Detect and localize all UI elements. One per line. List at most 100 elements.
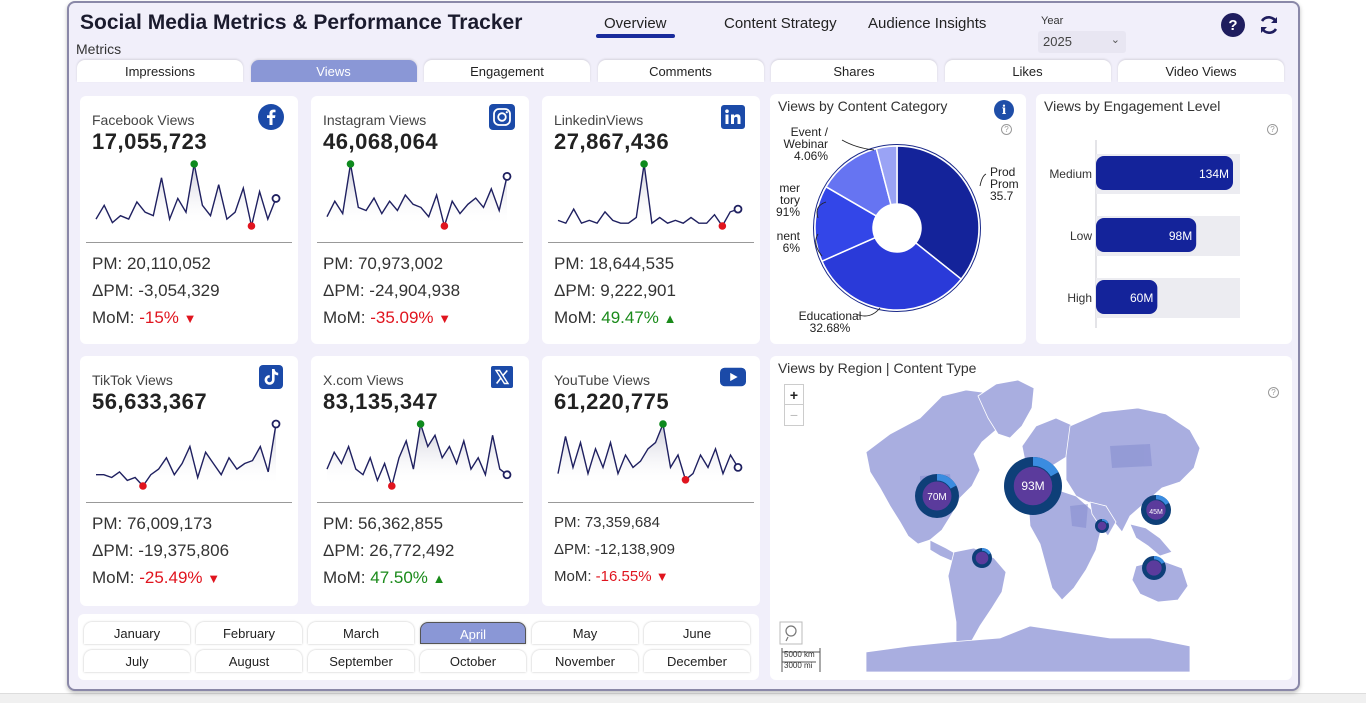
month-slicer: January February March April May June July Augu…: [78, 614, 759, 680]
donut-slice-entertainment[interactable]: [814, 185, 878, 263]
metric-tab-views[interactable]: Views: [250, 60, 417, 82]
sparkline-line: [326, 423, 508, 489]
zoom-out-button[interactable]: −: [789, 407, 799, 423]
zoom-in-button[interactable]: +: [785, 385, 803, 405]
month-april[interactable]: April: [420, 622, 526, 644]
month-june[interactable]: June: [644, 622, 750, 644]
sparkline-min-marker: [440, 222, 449, 230]
kpi-mom: MoM: -35.09% ▼: [323, 308, 451, 328]
kpi-value: 17,055,723: [92, 129, 208, 154]
engagement-category-label: Low: [1070, 229, 1092, 243]
month-october[interactable]: October: [420, 650, 526, 672]
engagement-bar-medium[interactable]: [1096, 156, 1233, 190]
donut-label-ent: nent: [777, 229, 801, 243]
month-march[interactable]: March: [308, 622, 414, 644]
content-category-card: Views by Content Category i ? Event / Web…: [770, 94, 1026, 344]
month-august[interactable]: August: [196, 650, 302, 672]
metric-tab-likes[interactable]: Likes: [944, 60, 1111, 82]
year-label: Year: [1041, 15, 1064, 27]
sparkline-last-marker: [502, 171, 512, 181]
help-icon: ?: [1228, 16, 1238, 34]
kpi-mom-label: MoM:: [323, 308, 371, 327]
sparkline-max-marker: [346, 160, 355, 168]
sparkline-line: [557, 421, 739, 482]
info-icon[interactable]: i: [994, 100, 1014, 120]
trend-down-icon: ▼: [207, 571, 221, 586]
month-february[interactable]: February: [196, 622, 302, 644]
donut-label-prod: Prod: [990, 165, 1015, 179]
refresh-button[interactable]: [1257, 13, 1281, 37]
year-select[interactable]: 2025 ⌄: [1038, 31, 1126, 53]
donut-label-event: Webinar: [784, 137, 828, 151]
land-antarctica: [865, 625, 1191, 673]
donut-slice-event-webinar[interactable]: [875, 145, 898, 206]
metric-tab-comments[interactable]: Comments: [597, 60, 764, 82]
donut-label-prod: Prom: [990, 177, 1019, 191]
donut-label-edu: Educational: [799, 309, 862, 323]
kpi-value: 83,135,347: [323, 389, 439, 414]
donut-leader-line: [841, 139, 875, 151]
x-icon: [489, 364, 515, 390]
kpi-mom-value: -16.55%: [595, 568, 652, 585]
month-december[interactable]: December: [644, 650, 750, 672]
month-november[interactable]: November: [532, 650, 638, 672]
sparkline-area: [96, 164, 276, 226]
region-map-card: Views by Region | Content Type ? + −: [770, 356, 1292, 680]
sparkline-last-marker: [502, 470, 512, 480]
engagement-level-card: Views by Engagement Level ? Medium 134M Lo…: [1036, 94, 1292, 344]
tooltip-help-icon[interactable]: ?: [1001, 124, 1012, 135]
sparkline-max-marker: [640, 160, 648, 168]
linkedin-icon: [720, 104, 746, 130]
bottom-strip: [0, 693, 1366, 703]
donut-label-event: 4.06%: [794, 149, 828, 163]
month-may[interactable]: May: [532, 622, 638, 644]
kpi-sparkline: [326, 420, 512, 490]
kpi-delta: ΔPM: -3,054,329: [92, 281, 220, 300]
land-greenland: [977, 379, 1035, 439]
kpi-delta: ΔPM: -19,375,806: [92, 541, 230, 560]
sparkline-line: [96, 423, 277, 488]
sparkline-line: [326, 163, 508, 229]
kpi-previous-month: PM: 56,362,855: [323, 514, 444, 533]
tab-content-strategy[interactable]: Content Strategy: [724, 15, 837, 32]
metrics-label: Metrics: [76, 41, 122, 57]
kpi-card-linkedin: LinkedinViews 27,867,436 PM: 18,644,535 ΔPM…: [542, 96, 760, 344]
engagement-bar-high[interactable]: [1096, 280, 1158, 314]
help-button[interactable]: ?: [1221, 13, 1245, 37]
kpi-mom-label: MoM:: [92, 308, 140, 327]
kpi-title: X.com Views: [323, 372, 404, 388]
metric-tab-video-views[interactable]: Video Views: [1118, 60, 1284, 82]
kpi-delta: ΔPM: -12,138,909: [554, 541, 675, 558]
kpi-divider: [317, 502, 523, 503]
engagement-value-label: 98M: [1169, 229, 1192, 243]
kpi-previous-month: PM: 70,973,002: [323, 254, 444, 273]
tooltip-help-icon[interactable]: ?: [1268, 387, 1279, 398]
region-bubble-core: [1145, 559, 1163, 577]
metric-tab-shares[interactable]: Shares: [771, 60, 937, 82]
engagement-bar-low[interactable]: [1096, 218, 1197, 252]
tab-audience-insights[interactable]: Audience Insights: [868, 15, 987, 32]
land-africa: [1027, 487, 1103, 601]
metric-tab-engagement[interactable]: Engagement: [424, 60, 590, 82]
kpi-sparkline: [557, 420, 743, 486]
kpi-previous-month: PM: 20,110,052: [92, 254, 211, 273]
donut-slice-educational[interactable]: [821, 236, 963, 311]
tooltip-help-icon[interactable]: ?: [1267, 124, 1278, 135]
map-lasso-button[interactable]: [779, 621, 803, 645]
donut-label-event: Event /: [791, 125, 829, 139]
month-january[interactable]: January: [84, 622, 190, 644]
donut-slice-product-promotion[interactable]: [896, 145, 980, 281]
sparkline-area: [327, 164, 507, 226]
metric-tabs: Impressions Views Engagement Comments Shares…: [77, 60, 1285, 82]
sparkline-min-marker: [247, 222, 256, 230]
kpi-mom-value: 49.47%: [601, 308, 659, 327]
year-value: 2025: [1043, 34, 1072, 49]
kpi-mom-value: 47.50%: [370, 568, 428, 587]
tab-overview[interactable]: Overview: [596, 15, 674, 38]
land-north-america: [865, 389, 1015, 545]
month-september[interactable]: September: [308, 650, 414, 672]
kpi-sparkline: [557, 160, 743, 230]
metric-tab-impressions[interactable]: Impressions: [77, 60, 243, 82]
month-july[interactable]: July: [84, 650, 190, 672]
